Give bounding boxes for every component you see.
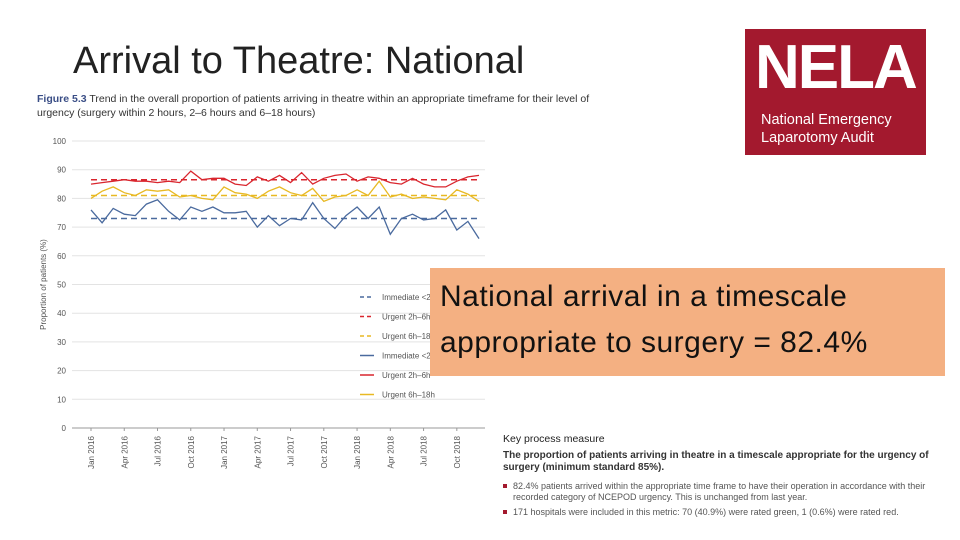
y-tick-label: 30 [57,338,66,347]
x-tick-label: Apr 2018 [386,435,395,468]
y-tick-label: 10 [57,395,66,404]
kpm-subheading: The proportion of patients arriving in t… [503,449,929,474]
x-tick-label: Jan 2016 [87,435,96,468]
x-tick-label: Oct 2017 [320,435,329,468]
x-tick-label: Oct 2016 [187,435,196,468]
y-tick-label: 100 [53,137,67,146]
legend-label: Urgent 6h–18 [382,332,431,341]
slide-title: Arrival to Theatre: National [73,40,525,82]
y-tick-label: 40 [57,309,66,318]
kpm-heading: Key process measure [503,433,605,445]
figure-caption-text: Trend in the overall proportion of patie… [37,93,590,119]
figure-caption: Figure 5.3 Trend in the overall proporti… [37,92,617,120]
series-line [90,199,480,239]
x-tick-label: Apr 2017 [253,435,262,468]
legend-label: Urgent 2h–6h [382,371,430,380]
y-axis-label: Proportion of patients (%) [39,239,48,330]
y-tick-label: 80 [57,194,66,203]
x-tick-label: Jan 2018 [353,435,362,468]
legend-label: Immediate <2 [382,293,431,302]
x-tick-label: Jul 2016 [154,435,163,466]
logo-line-1: National Emergency [761,112,892,128]
legend-label: Urgent 2h–6h [382,313,430,322]
kpm-bullet: 82.4% patients arrived within the approp… [503,481,953,504]
x-tick-label: Jan 2017 [220,435,229,468]
callout-line-1: National arrival in a timescale [440,280,848,313]
x-tick-label: Jul 2018 [420,435,429,466]
kpm-bullet: 171 hospitals were included in this metr… [503,507,953,519]
callout-line-2: appropriate to surgery = 82.4% [440,326,868,359]
y-tick-label: 60 [57,252,66,261]
nela-logo: NELA National Emergency Laparotomy Audit [745,29,926,155]
x-tick-label: Oct 2018 [453,435,462,468]
x-tick-label: Apr 2016 [120,435,129,468]
series-line [90,170,480,188]
y-tick-label: 0 [62,424,67,433]
figure-label: Figure 5.3 [37,93,87,105]
y-tick-label: 70 [57,223,66,232]
callout-box: National arrival in a timescale appropri… [430,268,945,376]
series-line [90,180,480,203]
logo-line-2: Laparotomy Audit [761,130,874,146]
y-tick-label: 50 [57,281,66,290]
y-tick-label: 20 [57,367,66,376]
key-process-measure: Key process measure The proportion of pa… [503,433,953,521]
legend-label: Urgent 6h–18h [382,391,435,400]
x-tick-label: Jul 2017 [287,435,296,466]
y-tick-label: 90 [57,166,66,175]
legend-label: Immediate <2 [382,352,431,361]
logo-wordmark: NELA [755,33,918,102]
